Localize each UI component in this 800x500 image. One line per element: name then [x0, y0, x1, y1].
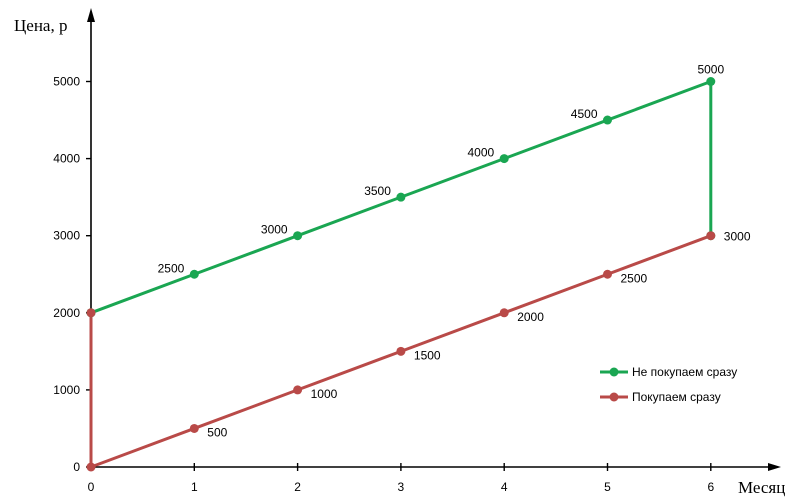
legend: Не покупаем сразу Покупаем сразу — [600, 365, 737, 404]
series-1-point — [189, 269, 199, 279]
data-label: 3500 — [364, 184, 391, 198]
legend-label: Покупаем сразу — [632, 390, 721, 404]
data-label: 1000 — [311, 387, 338, 401]
y-tick-label: 3000 — [53, 229, 80, 243]
y-tick-label: 5000 — [53, 75, 80, 89]
x-tick-label: 2 — [294, 480, 301, 494]
series-1-point — [499, 154, 509, 164]
legend-swatch-marker — [609, 392, 619, 402]
y-tick-label: 4000 — [53, 152, 80, 166]
data-label: 2500 — [621, 271, 648, 285]
data-label: 2500 — [158, 261, 185, 275]
series-1-point — [396, 192, 406, 202]
x-tick-label: 0 — [88, 480, 95, 494]
x-axis-arrow — [768, 463, 781, 471]
series-2-point — [706, 231, 716, 241]
series-line-2 — [89, 234, 712, 469]
x-tick-label: 3 — [398, 480, 405, 494]
series-1-point — [603, 115, 612, 125]
data-label: 2000 — [517, 310, 544, 324]
series-2-point — [86, 308, 96, 318]
series-2-point — [293, 385, 303, 395]
series-2-point — [499, 308, 509, 318]
data-label: 3000 — [261, 223, 288, 237]
data-label: 5000 — [697, 63, 724, 77]
legend-swatch-marker — [609, 367, 619, 377]
series-line-1 — [90, 80, 713, 315]
x-tick-label: 4 — [501, 480, 508, 494]
legend-label: Не покупаем сразу — [632, 365, 737, 379]
series-1-point — [293, 231, 303, 241]
x-tick-label: 1 — [191, 480, 198, 494]
data-labels-layer: 2500 3000 3500 4000 4500 5000 500 1000 1500 2000 2… — [158, 63, 751, 440]
y-axis-arrow — [87, 8, 95, 22]
series-layer — [86, 77, 716, 472]
data-label: 500 — [207, 425, 227, 439]
y-axis-title: Цена, р — [14, 16, 67, 35]
y-tick-label: 2000 — [53, 306, 80, 320]
data-label: 3000 — [724, 230, 751, 244]
x-tick-label: 5 — [604, 480, 611, 494]
series-1-point — [706, 77, 716, 86]
y-tick-label: 0 — [73, 460, 80, 474]
y-tick-label: 1000 — [53, 383, 80, 397]
data-label: 4500 — [571, 107, 598, 121]
data-label: 1500 — [414, 348, 441, 362]
series-2-point — [396, 346, 406, 356]
x-tick-label: 6 — [707, 480, 714, 494]
x-axis-title: Месяц — [738, 478, 785, 497]
series-2-point — [86, 462, 96, 472]
data-label: 4000 — [467, 146, 494, 160]
series-2-point — [189, 423, 199, 433]
series-2-point — [603, 269, 612, 279]
axes: 0 1 2 3 4 5 6 0 1000 2000 3000 4000 5000 — [53, 8, 781, 494]
